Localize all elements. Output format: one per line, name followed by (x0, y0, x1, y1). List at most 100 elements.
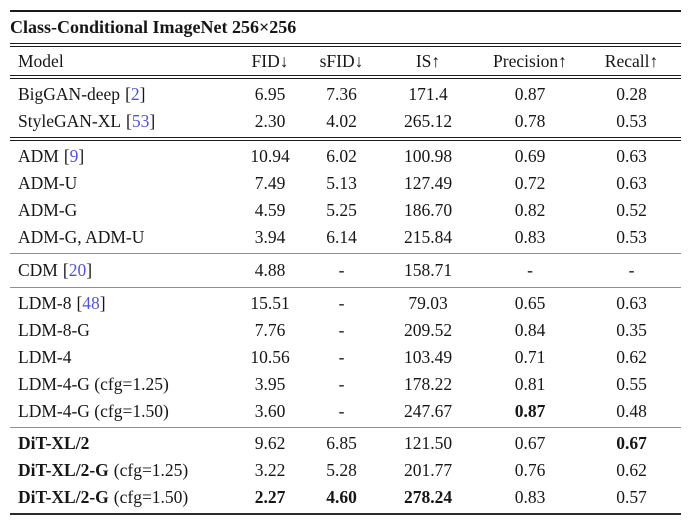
cell-precision: 0.87 (514, 84, 546, 104)
column-header-row: Model FID↓ sFID↓ IS↑ Precision↑ Recall↑ (10, 47, 681, 75)
cell-sfid: - (338, 401, 345, 421)
cell-model: BigGAN-deep [2] (10, 81, 235, 108)
table-row: DiT-XL/2-G (cfg=1.25) 3.22 5.28 201.77 0.… (10, 457, 681, 484)
cell-sfid: - (338, 320, 345, 340)
cell-fid: 9.62 (254, 433, 286, 453)
col-header-fid: FID↓ (251, 50, 289, 71)
cell-is: 278.24 (403, 487, 453, 507)
col-header-precision: Precision↑ (493, 50, 567, 71)
cell-precision: 0.83 (514, 487, 546, 507)
cell-recall: 0.63 (616, 293, 647, 313)
table-row: BigGAN-deep [2] 6.95 7.36 171.4 0.87 0.28 (10, 81, 681, 108)
cell-is: 158.71 (403, 260, 453, 280)
citation-link[interactable]: [20] (62, 260, 93, 280)
cell-recall: 0.62 (616, 347, 647, 367)
cell-fid: 7.76 (254, 320, 286, 340)
model-name: StyleGAN-XL (18, 111, 122, 131)
cell-recall: 0.57 (616, 487, 647, 507)
cell-fid: 6.95 (254, 84, 286, 104)
model-name: DiT-XL/2-G (18, 460, 109, 480)
cell-recall: 0.53 (616, 227, 647, 247)
table-row: LDM-4 10.56 - 103.49 0.71 0.62 (10, 344, 681, 371)
cell-sfid: 5.28 (326, 460, 357, 480)
cell-is: 265.12 (403, 111, 453, 131)
thin-rule (10, 427, 681, 428)
cell-recall: 0.67 (616, 433, 647, 453)
thin-rule (10, 287, 681, 288)
cell-model: DiT-XL/2-G (cfg=1.25) (10, 457, 235, 484)
cell-sfid: 6.02 (326, 146, 357, 166)
cell-is: 215.84 (403, 227, 453, 247)
cell-is: 247.67 (403, 401, 453, 421)
cell-precision: 0.84 (514, 320, 546, 340)
table-row: LDM-4-G (cfg=1.25) 3.95 - 178.22 0.81 0.… (10, 371, 681, 398)
cell-sfid: 6.85 (326, 433, 357, 453)
citation-link[interactable]: [48] (76, 293, 106, 313)
table-row: ADM-G, ADM-U 3.94 6.14 215.84 0.83 0.53 (10, 224, 681, 251)
top-rule (10, 10, 681, 12)
cell-is: 186.70 (403, 200, 453, 220)
cell-model: LDM-4 (18, 347, 72, 367)
table-row: ADM-U 7.49 5.13 127.49 0.72 0.63 (10, 170, 681, 197)
cell-model: LDM-8 [48] (10, 290, 235, 317)
cell-fid: 7.49 (254, 173, 286, 193)
double-rule (10, 75, 681, 79)
table-row: LDM-8-G 7.76 - 209.52 0.84 0.35 (10, 317, 681, 344)
cell-sfid: - (338, 293, 345, 313)
cell-fid: 3.60 (254, 401, 286, 421)
table-row: LDM-4-G (cfg=1.50) 3.60 - 247.67 0.87 0.… (10, 398, 681, 425)
group-cdm: CDM [20] 4.88 - 158.71 - - (10, 254, 681, 287)
cell-recall: 0.48 (616, 401, 647, 421)
cell-fid: 2.27 (254, 487, 286, 507)
cell-recall: 0.53 (616, 111, 647, 131)
group-dit: DiT-XL/2 9.62 6.85 121.50 0.67 0.67 DiT-… (10, 428, 681, 513)
cell-precision: 0.81 (514, 374, 546, 394)
cell-is: 127.49 (403, 173, 453, 193)
cell-precision: 0.82 (514, 200, 546, 220)
cell-recall: 0.63 (616, 173, 647, 193)
model-name: CDM (18, 260, 58, 280)
cell-model: LDM-4-G (cfg=1.25) (18, 374, 169, 394)
cell-model: LDM-8-G (18, 320, 90, 340)
cell-fid: 3.95 (254, 374, 286, 394)
cell-precision: 0.76 (514, 460, 546, 480)
cell-fid: 4.88 (254, 260, 286, 280)
table-row: LDM-8 [48] 15.51 - 79.03 0.65 0.63 (10, 290, 681, 317)
model-name: ADM (18, 146, 59, 166)
cell-precision: 0.83 (514, 227, 546, 247)
bottom-rule (10, 513, 681, 515)
cell-fid: 2.30 (254, 111, 286, 131)
cell-sfid: 4.60 (326, 487, 357, 507)
group-gan: BigGAN-deep [2] 6.95 7.36 171.4 0.87 0.28… (10, 79, 681, 137)
table-row: ADM [9] 10.94 6.02 100.98 0.69 0.63 (10, 143, 681, 170)
cell-precision: 0.67 (514, 433, 546, 453)
cell-model: DiT-XL/2 (18, 433, 90, 453)
cell-model: StyleGAN-XL [53] (10, 108, 235, 135)
cell-precision: 0.78 (514, 111, 546, 131)
cell-model: ADM [9] (10, 143, 235, 170)
cell-sfid: 5.13 (326, 173, 357, 193)
cell-recall: 0.52 (616, 200, 647, 220)
cell-precision: 0.87 (514, 401, 546, 421)
cell-model: DiT-XL/2-G (cfg=1.50) (10, 484, 235, 511)
cell-precision: - (527, 260, 533, 280)
cell-precision: 0.65 (514, 293, 546, 313)
col-header-is: IS↑ (415, 50, 441, 71)
table-title: Class-Conditional ImageNet 256×256 (10, 17, 297, 37)
thin-rule (10, 253, 681, 254)
citation-link[interactable]: [2] (125, 84, 146, 104)
cell-is: 171.4 (408, 84, 448, 104)
cell-is: 178.22 (403, 374, 453, 394)
double-rule (10, 43, 681, 47)
cell-model: LDM-4-G (cfg=1.50) (18, 401, 169, 421)
cell-sfid: - (338, 347, 345, 367)
cell-recall: 0.62 (616, 460, 647, 480)
citation-link[interactable]: [9] (63, 146, 85, 166)
cell-precision: 0.71 (514, 347, 546, 367)
model-name: BigGAN-deep (18, 84, 121, 104)
table-title-row: Class-Conditional ImageNet 256×256 (10, 12, 681, 43)
citation-link[interactable]: [53] (126, 111, 156, 131)
cell-fid: 10.56 (250, 347, 290, 367)
cell-recall: 0.35 (616, 320, 647, 340)
table-row: CDM [20] 4.88 - 158.71 - - (10, 257, 681, 284)
